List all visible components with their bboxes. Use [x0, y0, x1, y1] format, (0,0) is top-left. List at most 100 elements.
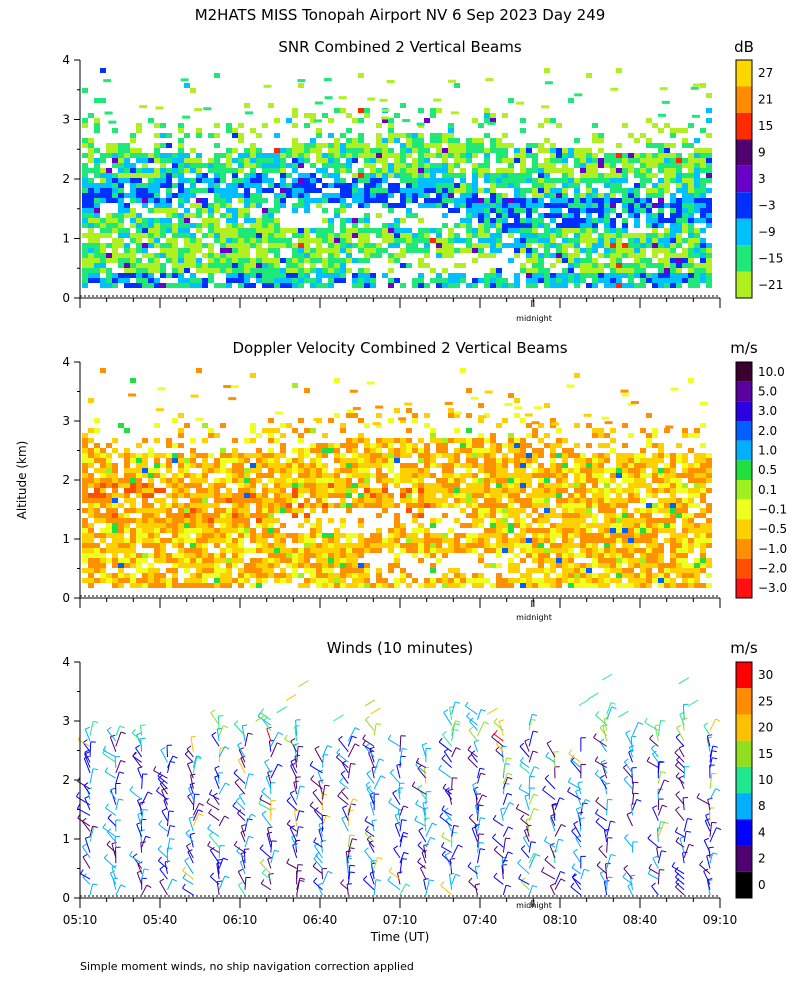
snr-cell: [496, 158, 502, 163]
doppler-cell: [406, 453, 412, 458]
snr-cell: [688, 173, 694, 178]
snr-cell: [484, 253, 490, 258]
doppler-cell: [178, 413, 184, 418]
doppler-cell: [334, 553, 340, 558]
doppler-cell: [628, 483, 634, 488]
snr-cell: [514, 223, 520, 228]
doppler-cell: [82, 453, 88, 458]
snr-cell: [214, 188, 220, 193]
snr-cell: [136, 233, 142, 238]
doppler-cell: [130, 528, 136, 533]
doppler-cell: [586, 563, 592, 568]
doppler-cell: [328, 488, 334, 493]
snr-cell: [388, 148, 394, 153]
doppler-cell: [634, 518, 640, 523]
doppler-cell: [232, 523, 238, 528]
doppler-cell: [676, 548, 682, 553]
snr-cell: [592, 163, 598, 168]
snr-cell: [292, 248, 298, 253]
snr-cell: [130, 138, 136, 143]
snr-cell: [112, 238, 118, 243]
snr-cell: [268, 283, 274, 288]
snr-cell: [94, 208, 100, 213]
doppler-cell: [316, 488, 322, 493]
snr-cell: [580, 268, 586, 273]
doppler-cell: [502, 538, 508, 543]
doppler-cell: [280, 443, 286, 448]
snr-cell: [298, 188, 304, 193]
doppler-cell: [280, 573, 286, 578]
snr-cell: [328, 258, 334, 263]
doppler-cell: [652, 428, 658, 433]
doppler-cell: [508, 558, 514, 563]
snr-cell: [580, 193, 586, 198]
snr-cell: [358, 108, 364, 113]
snr-cell: [268, 223, 274, 228]
doppler-cell: [514, 398, 520, 403]
doppler-cell: [472, 513, 478, 518]
doppler-cell: [568, 583, 574, 588]
doppler-cell: [520, 523, 526, 528]
snr-cell: [658, 153, 664, 158]
snr-cell: [316, 128, 322, 133]
snr-cell: [304, 278, 310, 283]
doppler-cell: [202, 458, 208, 463]
snr-cell: [550, 208, 556, 213]
snr-cell: [418, 233, 424, 238]
snr-cell: [568, 258, 574, 263]
doppler-cell: [490, 443, 496, 448]
snr-cell: [328, 163, 334, 168]
doppler-cell: [448, 578, 454, 583]
doppler-cell: [220, 573, 226, 578]
doppler-cell: [682, 518, 688, 523]
colorbar-swatch: [736, 139, 752, 166]
doppler-cell: [538, 478, 544, 483]
snr-cell: [610, 173, 616, 178]
snr-cell: [502, 213, 508, 218]
snr-cell: [508, 168, 514, 173]
snr-cell: [514, 188, 520, 193]
doppler-cell: [484, 448, 490, 453]
doppler-cell: [670, 518, 676, 523]
snr-cell: [700, 238, 706, 243]
doppler-cell: [310, 443, 316, 448]
snr-cell: [586, 158, 592, 163]
doppler-cell: [562, 503, 568, 508]
snr-cell: [118, 153, 124, 158]
doppler-cell: [148, 488, 154, 493]
doppler-cell: [688, 523, 694, 528]
doppler-cell: [262, 493, 268, 498]
doppler-cell: [244, 458, 250, 463]
snr-cell: [430, 238, 436, 243]
snr-cell: [646, 273, 652, 278]
snr-cell: [580, 178, 586, 183]
doppler-cell: [382, 443, 388, 448]
doppler-cell: [382, 503, 388, 508]
snr-cell: [364, 248, 370, 253]
snr-cell: [286, 188, 292, 193]
doppler-cell: [340, 568, 346, 573]
snr-cell: [664, 233, 670, 238]
doppler-cell: [538, 453, 544, 458]
doppler-cell: [238, 473, 244, 478]
doppler-cell: [328, 578, 334, 583]
snr-cell: [298, 158, 304, 163]
colorbar-label: 15: [758, 119, 773, 133]
doppler-cell: [610, 488, 616, 493]
snr-cell: [436, 238, 442, 243]
snr-cell: [130, 283, 136, 288]
snr-cell: [142, 168, 148, 173]
snr-cell: [376, 233, 382, 238]
snr-cell: [688, 183, 694, 188]
snr-cell: [370, 148, 376, 153]
doppler-cell: [556, 523, 562, 528]
doppler-cell: [292, 483, 298, 488]
doppler-cell: [544, 548, 550, 553]
snr-cell: [661, 100, 670, 104]
snr-cell: [340, 263, 346, 268]
snr-cell: [280, 278, 286, 283]
doppler-cell: [292, 533, 298, 538]
snr-cell: [334, 258, 340, 263]
doppler-cell: [430, 488, 436, 493]
doppler-cell: [238, 453, 244, 458]
